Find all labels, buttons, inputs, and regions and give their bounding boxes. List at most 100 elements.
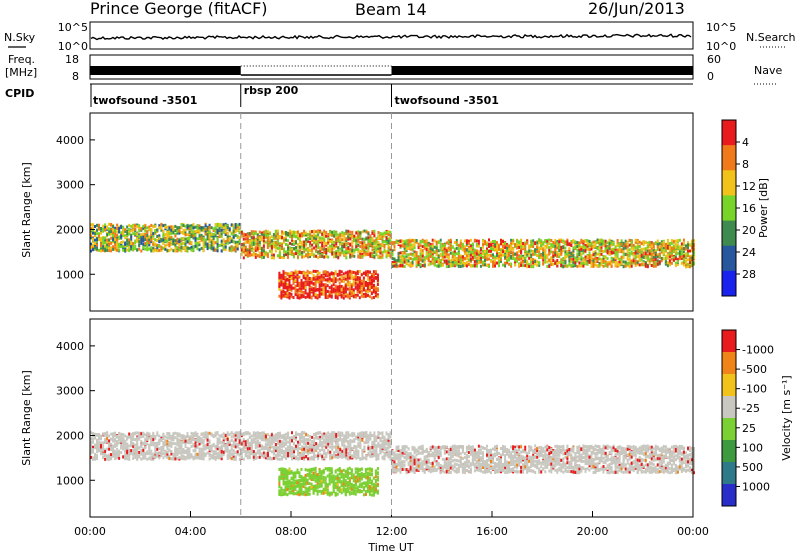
echo-cell <box>343 287 345 290</box>
echo-cell <box>520 246 522 249</box>
echo-cell <box>365 289 367 292</box>
echo-cell <box>384 249 386 252</box>
echo-cell <box>144 242 146 245</box>
echo-cell <box>388 244 390 247</box>
echo-cell <box>349 248 351 251</box>
echo-cell <box>516 251 518 254</box>
echo-cell <box>472 256 474 259</box>
echo-cell <box>661 243 663 246</box>
echo-cell <box>317 276 319 279</box>
echo-cell <box>492 240 494 243</box>
echo-cell <box>110 249 112 252</box>
echo-cell <box>498 255 500 258</box>
echo-cell <box>343 250 345 253</box>
echo-cell <box>623 247 625 250</box>
echo-cell <box>607 241 609 244</box>
echo-cell <box>623 242 625 245</box>
echo-cell <box>647 245 649 248</box>
echo-cell <box>341 234 343 237</box>
echo-cell <box>452 255 454 258</box>
echo-cell <box>552 254 554 257</box>
echo-cell <box>645 256 647 259</box>
echo-cell <box>333 247 335 250</box>
echo-cell <box>281 244 283 247</box>
echo-cell <box>327 295 329 298</box>
echo-cell <box>285 243 287 246</box>
echo-cell <box>384 232 386 235</box>
echo-cell <box>444 244 446 247</box>
echo-cell <box>189 239 191 242</box>
echo-cell <box>189 236 191 239</box>
echo-cell <box>363 230 365 233</box>
echo-cell <box>480 254 482 257</box>
echo-cell <box>283 277 285 280</box>
echo-cell <box>247 254 249 257</box>
echo-cell <box>460 245 462 248</box>
echo-cell <box>365 231 367 234</box>
echo-cell <box>104 236 106 239</box>
echo-cell <box>593 259 595 262</box>
echo-cell <box>201 229 203 232</box>
echo-cell <box>335 280 337 283</box>
echo-cell <box>546 256 548 259</box>
echo-cell <box>355 296 357 299</box>
echo-cell <box>331 245 333 248</box>
echo-cell <box>524 253 526 256</box>
echo-cell <box>142 236 144 239</box>
echo-cell <box>558 249 560 252</box>
date-title: 26/Jun/2013 <box>588 0 685 18</box>
echo-cell <box>689 261 691 264</box>
echo-cell <box>287 279 289 282</box>
echo-cell <box>408 241 410 244</box>
echo-cell <box>679 252 681 255</box>
echo-cell <box>255 242 257 245</box>
echo-cell <box>94 242 96 245</box>
echo-cell <box>394 258 396 261</box>
echo-cell <box>536 250 538 253</box>
echo-cell <box>92 438 94 441</box>
echo-cell <box>534 250 536 253</box>
echo-cell <box>265 230 267 233</box>
echo-cell <box>152 225 154 228</box>
echo-cell <box>430 255 432 258</box>
echo-cell <box>440 259 442 262</box>
echo-cell <box>607 263 609 266</box>
echo-cell <box>168 238 170 241</box>
echo-cell <box>289 272 291 275</box>
echo-cell <box>303 276 305 279</box>
echo-cell <box>524 248 526 251</box>
echo-cell <box>128 224 130 227</box>
echo-cell <box>112 229 114 232</box>
echo-cell <box>639 249 641 252</box>
echo-cell <box>116 239 118 242</box>
echo-cell <box>671 239 673 242</box>
echo-cell <box>237 235 239 238</box>
echo-cell <box>233 235 235 238</box>
echo-cell <box>422 245 424 248</box>
echo-cell <box>355 278 357 281</box>
echo-cell <box>522 242 524 245</box>
echo-cell <box>277 247 279 250</box>
echo-cell <box>572 254 574 257</box>
echo-cell <box>365 281 367 284</box>
echo-cell <box>337 250 339 253</box>
echo-cell <box>458 248 460 251</box>
echo-cell <box>560 264 562 267</box>
echo-cell <box>377 295 379 298</box>
echo-cell <box>263 236 265 239</box>
echo-cell <box>568 263 570 266</box>
echo-cell <box>277 233 279 236</box>
echo-cell <box>285 281 287 284</box>
echo-cell <box>265 235 267 238</box>
echo-cell <box>659 242 661 245</box>
echo-cell <box>526 265 528 268</box>
echo-cell <box>512 248 514 251</box>
echo-cell <box>669 259 671 262</box>
echo-cell <box>307 270 309 273</box>
echo-cell <box>122 232 124 235</box>
echo-cell <box>269 244 271 247</box>
echo-cell <box>191 235 193 238</box>
echo-cell <box>593 241 595 244</box>
